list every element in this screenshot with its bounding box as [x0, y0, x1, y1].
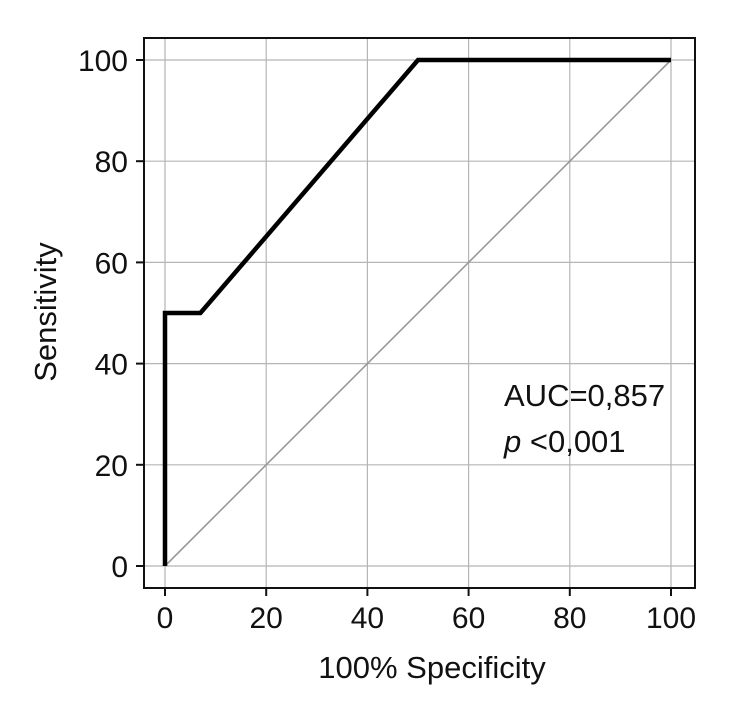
y-axis-title: Sensitivity [28, 242, 63, 382]
y-tick-label-60: 60 [95, 247, 128, 280]
y-tick-label-80: 80 [95, 146, 128, 179]
x-axis-title: 100% Specificity [318, 650, 546, 685]
x-tick-label-40: 40 [351, 602, 384, 635]
p-symbol: p [503, 424, 521, 459]
y-tick-label-0: 0 [111, 551, 128, 584]
plot-frame [143, 37, 696, 589]
roc-curve [162, 57, 671, 566]
auc-annotation: AUC=0,857 [504, 378, 665, 413]
x-tick-label-20: 20 [250, 602, 283, 635]
reference-diagonal [164, 59, 672, 567]
series-layer [162, 57, 672, 567]
p-value-annotation: p <0,001 [503, 424, 626, 459]
x-tick-label-100: 100 [646, 602, 696, 635]
y-axis-ticks: 0 20 40 60 80 100 [78, 45, 144, 584]
x-tick-label-80: 80 [553, 602, 586, 635]
x-axis-ticks: 0 20 40 60 80 100 [157, 588, 696, 635]
y-tick-label-20: 20 [95, 450, 128, 483]
grid [144, 38, 695, 588]
y-tick-label-40: 40 [95, 349, 128, 382]
y-tick-label-100: 100 [78, 45, 128, 78]
x-tick-label-60: 60 [452, 602, 485, 635]
p-value: <0,001 [521, 424, 625, 459]
x-tick-label-0: 0 [157, 602, 174, 635]
